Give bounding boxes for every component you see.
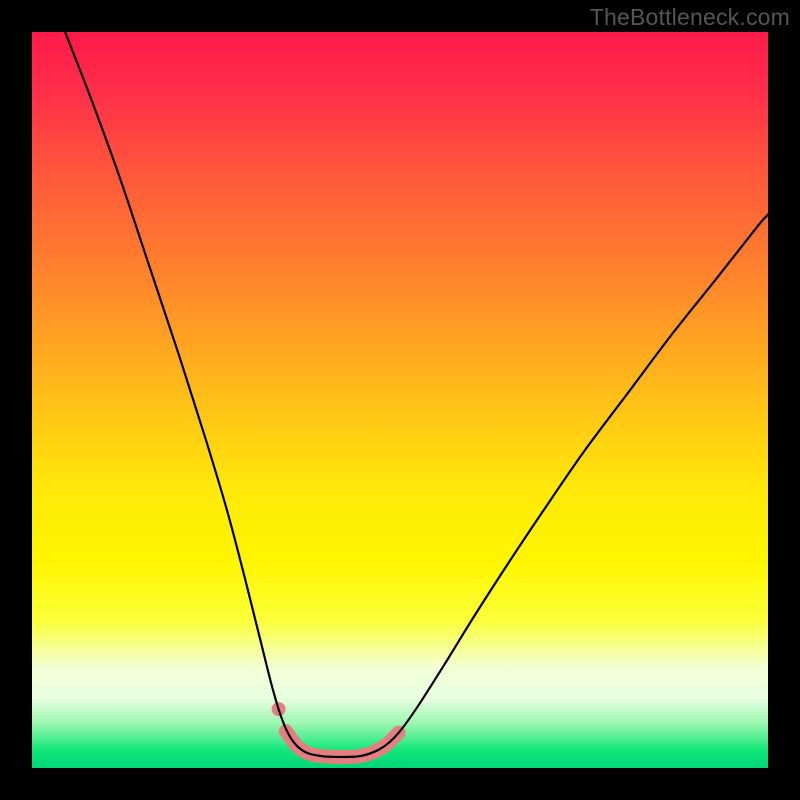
highlight-band — [286, 731, 399, 757]
highlight-dot — [272, 702, 286, 716]
chart-stage: TheBottleneck.com — [0, 0, 800, 800]
watermark-text: TheBottleneck.com — [590, 4, 790, 31]
bottleneck-curve — [32, 32, 768, 768]
main-curve — [65, 32, 768, 757]
plot-area — [32, 32, 768, 768]
highlight-dot — [279, 724, 293, 738]
